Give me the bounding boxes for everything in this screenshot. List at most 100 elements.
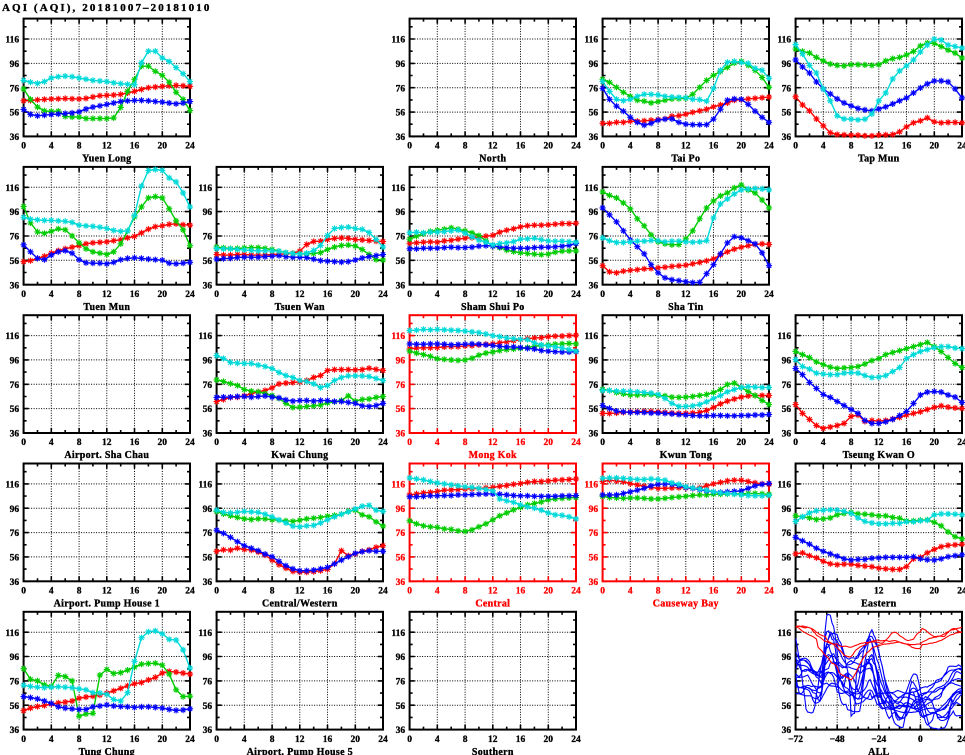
svg-text:56: 56: [782, 405, 792, 415]
svg-text:24: 24: [378, 735, 388, 745]
svg-text:116: 116: [5, 629, 19, 639]
svg-text:116: 116: [777, 332, 791, 342]
svg-text:116: 116: [584, 184, 598, 194]
svg-text:Airport. Pump House 1: Airport. Pump House 1: [54, 599, 160, 610]
svg-text:24: 24: [571, 290, 581, 300]
svg-text:Tseung Kwan O: Tseung Kwan O: [843, 450, 915, 461]
svg-text:56: 56: [396, 109, 406, 119]
svg-text:8: 8: [463, 438, 468, 448]
svg-text:8: 8: [77, 290, 82, 300]
svg-text:0: 0: [918, 735, 923, 745]
svg-text:AQI (AQI), 20181007–20181010: AQI (AQI), 20181007–20181010: [2, 2, 211, 14]
svg-text:36: 36: [396, 430, 406, 440]
svg-text:96: 96: [203, 208, 213, 218]
svg-text:4: 4: [628, 438, 633, 448]
svg-text:20: 20: [737, 290, 747, 300]
svg-text:0: 0: [21, 142, 26, 152]
svg-text:16: 16: [516, 290, 526, 300]
svg-text:76: 76: [782, 84, 792, 94]
svg-text:4: 4: [628, 587, 633, 597]
svg-text:36: 36: [203, 430, 213, 440]
svg-text:4: 4: [49, 290, 54, 300]
svg-text:24: 24: [957, 735, 965, 745]
svg-text:16: 16: [516, 438, 526, 448]
svg-text:16: 16: [709, 290, 719, 300]
svg-text:8: 8: [270, 587, 275, 597]
svg-text:36: 36: [782, 133, 792, 143]
svg-text:20: 20: [158, 587, 168, 597]
svg-text:96: 96: [396, 60, 406, 70]
svg-text:16: 16: [516, 587, 526, 597]
svg-text:16: 16: [130, 142, 140, 152]
svg-text:96: 96: [396, 357, 406, 367]
svg-text:0: 0: [793, 438, 798, 448]
svg-text:56: 56: [396, 257, 406, 267]
svg-text:96: 96: [782, 60, 792, 70]
svg-text:116: 116: [391, 481, 405, 491]
svg-text:36: 36: [396, 578, 406, 588]
svg-text:4: 4: [435, 290, 440, 300]
svg-text:4: 4: [435, 587, 440, 597]
svg-text:76: 76: [396, 529, 406, 539]
svg-text:56: 56: [396, 554, 406, 564]
svg-text:Eastern: Eastern: [861, 599, 897, 610]
svg-text:0: 0: [407, 290, 412, 300]
svg-text:96: 96: [10, 208, 20, 218]
svg-text:24: 24: [185, 142, 195, 152]
svg-text:Tap Mun: Tap Mun: [858, 154, 900, 165]
svg-text:Sham Shui Po: Sham Shui Po: [461, 302, 525, 313]
svg-text:56: 56: [10, 554, 20, 564]
svg-text:20: 20: [351, 438, 361, 448]
svg-text:8: 8: [656, 142, 661, 152]
svg-text:16: 16: [323, 290, 333, 300]
svg-text:56: 56: [782, 109, 792, 119]
svg-text:116: 116: [391, 332, 405, 342]
svg-text:16: 16: [709, 142, 719, 152]
svg-text:96: 96: [10, 505, 20, 515]
svg-text:0: 0: [407, 142, 412, 152]
svg-text:Tai Po: Tai Po: [671, 154, 700, 165]
svg-text:8: 8: [849, 438, 854, 448]
svg-text:76: 76: [396, 678, 406, 688]
svg-text:16: 16: [323, 735, 333, 745]
svg-text:Tuen Mun: Tuen Mun: [83, 302, 130, 313]
svg-text:24: 24: [957, 438, 965, 448]
svg-text:20: 20: [351, 290, 361, 300]
svg-text:16: 16: [130, 587, 140, 597]
svg-text:12: 12: [681, 438, 691, 448]
svg-text:8: 8: [77, 142, 82, 152]
svg-text:20: 20: [544, 290, 554, 300]
svg-text:116: 116: [584, 332, 598, 342]
svg-text:56: 56: [203, 405, 213, 415]
svg-text:96: 96: [203, 653, 213, 663]
svg-text:116: 116: [5, 184, 19, 194]
svg-text:20: 20: [544, 142, 554, 152]
svg-text:4: 4: [49, 735, 54, 745]
svg-text:12: 12: [488, 438, 498, 448]
svg-text:8: 8: [463, 735, 468, 745]
svg-text:20: 20: [351, 587, 361, 597]
svg-text:16: 16: [902, 438, 912, 448]
svg-text:76: 76: [203, 233, 213, 243]
svg-text:12: 12: [102, 142, 112, 152]
svg-text:4: 4: [242, 290, 247, 300]
svg-text:96: 96: [782, 505, 792, 515]
svg-text:8: 8: [656, 438, 661, 448]
svg-text:4: 4: [821, 142, 826, 152]
svg-text:20: 20: [351, 735, 361, 745]
svg-text:36: 36: [589, 430, 599, 440]
svg-text:12: 12: [295, 735, 305, 745]
svg-text:56: 56: [203, 554, 213, 564]
svg-text:36: 36: [396, 133, 406, 143]
svg-text:20: 20: [158, 142, 168, 152]
svg-text:56: 56: [782, 702, 792, 712]
svg-text:76: 76: [10, 233, 20, 243]
svg-text:36: 36: [589, 578, 599, 588]
svg-text:116: 116: [391, 184, 405, 194]
svg-text:12: 12: [874, 438, 884, 448]
svg-text:76: 76: [10, 678, 20, 688]
svg-text:8: 8: [656, 290, 661, 300]
svg-text:24: 24: [185, 290, 195, 300]
svg-text:12: 12: [488, 142, 498, 152]
svg-text:76: 76: [10, 381, 20, 391]
